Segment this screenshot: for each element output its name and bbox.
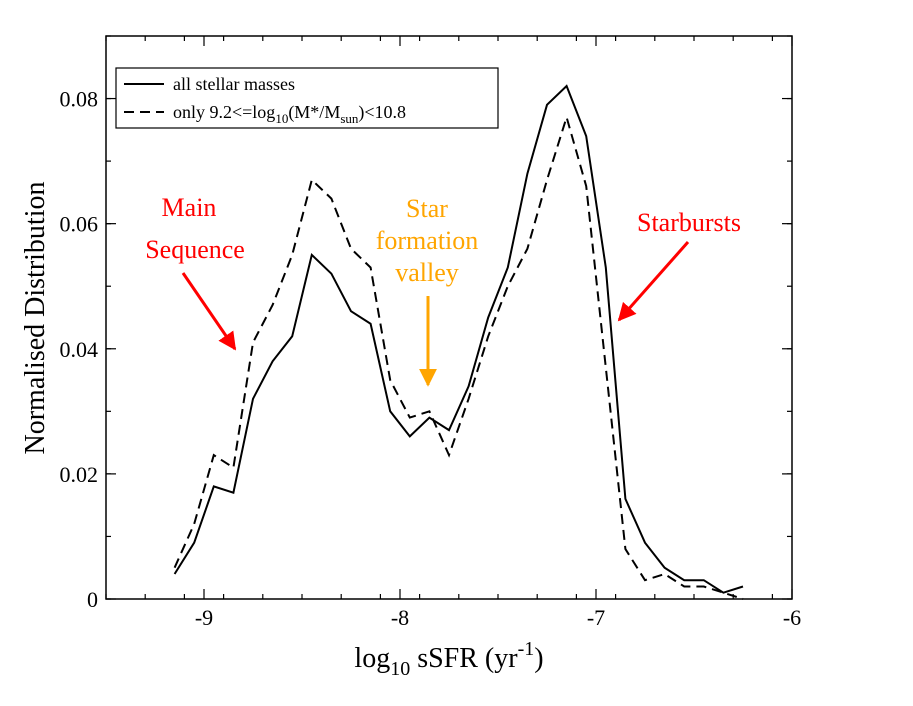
y-tick-label: 0 (87, 587, 98, 612)
x-axis-title-prefix: log (354, 643, 390, 674)
y-tick-label: 0.04 (60, 337, 99, 362)
x-axis-title-main: sSFR (yr (410, 643, 518, 674)
x-tick-label: -9 (195, 605, 213, 630)
annotation-starbursts: Starbursts (617, 208, 741, 322)
legend-label-mass-range-post: )<10.8 (358, 102, 406, 123)
annotation-starbursts-arrow (617, 241, 690, 322)
x-tick-label: -8 (391, 605, 409, 630)
legend-label-mass-range-sub1: 10 (275, 111, 288, 126)
annotation-valley-line1: Star (406, 194, 448, 223)
y-tick-label: 0.08 (60, 87, 99, 112)
legend-label-mass-range-pre: only 9.2<=log (173, 102, 275, 122)
annotation-main-sequence-line2: Sequence (145, 235, 245, 264)
legend-box (115, 67, 499, 129)
legend-label-mass-range: only 9.2<=log10(M*/Msun)<10.8 (173, 102, 406, 126)
x-tick-label: -7 (587, 605, 605, 630)
annotation-valley-line3: valley (395, 258, 459, 287)
axis-ticks (105, 35, 793, 600)
annotation-valley: Star formation valley (376, 194, 479, 387)
x-axis-title-suffix: ) (534, 643, 543, 674)
series-line-mass-range (173, 113, 744, 600)
annotation-starbursts-label: Starbursts (637, 208, 741, 237)
plot-frame (105, 35, 793, 600)
x-axis-title-sub: 10 (390, 658, 410, 680)
series-line-all-stellar-masses (173, 84, 744, 594)
x-axis-title-sup: -1 (518, 638, 535, 660)
x-tick-label: -6 (783, 605, 801, 630)
legend-label-mass-range-mid: (M*/M (288, 102, 340, 123)
x-axis-title: log10 sSFR (yr-1) (354, 638, 543, 680)
annotation-main-sequence-arrow (181, 272, 237, 351)
annotation-main-sequence: Main Sequence (145, 193, 245, 351)
y-axis-title: Normalised Distribution (20, 182, 51, 455)
y-tick-label: 0.02 (60, 462, 99, 487)
annotation-main-sequence-line1: Main (162, 193, 217, 222)
legend-label-all-stellar-masses: all stellar masses (173, 74, 295, 94)
annotation-valley-line2: formation (376, 226, 479, 255)
axis-tick-labels: -9 -8 -7 -6 0 0.02 0.04 0.06 0.08 (60, 87, 802, 630)
y-tick-label: 0.06 (60, 212, 99, 237)
legend-label-mass-range-sub2: sun (340, 111, 359, 126)
legend: all stellar masses only 9.2<=log10(M*/Ms… (115, 67, 499, 129)
